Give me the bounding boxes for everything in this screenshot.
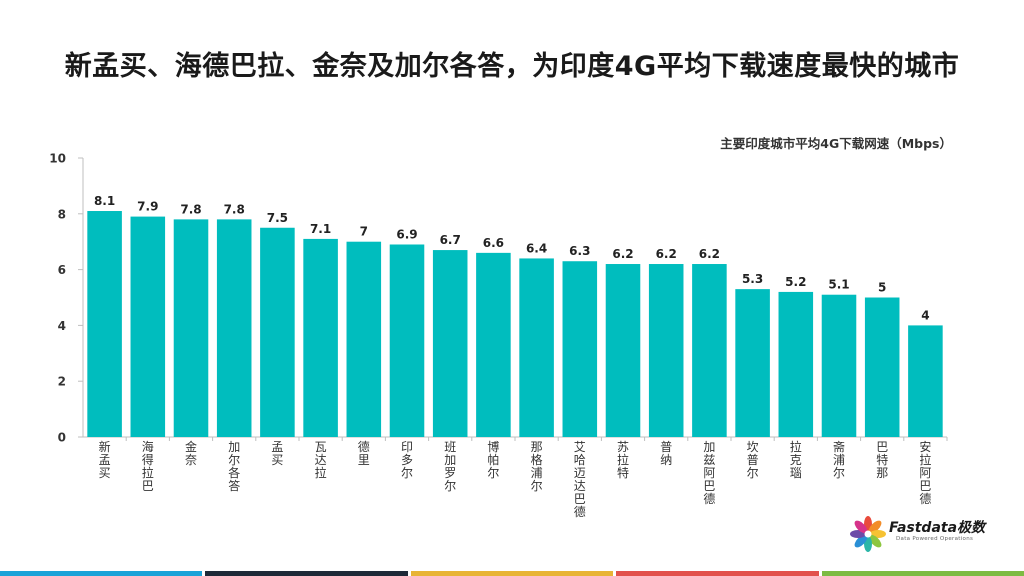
x-tick-label: 海得拉巴 [142,439,154,493]
bar [389,244,425,437]
logo-petal [854,534,868,548]
x-tick-label: 金奈 [185,439,197,467]
bar [173,219,209,437]
bar-value-label: 7.8 [224,202,245,216]
x-tick-label: 孟买 [271,440,283,467]
bar-value-label: 7.1 [310,222,331,236]
bar [821,294,857,437]
bar [303,238,338,437]
bar-value-label: 7 [360,225,368,239]
bar-value-label: 5 [878,281,886,295]
x-tick-label: 那格浦尔 [531,440,543,493]
x-tick-label: 印多尔 [401,440,413,480]
bar [605,264,641,437]
x-tick-label: 班加罗尔 [444,440,456,493]
bar-value-label: 7.5 [267,211,288,225]
y-tick-label: 8 [58,207,66,221]
bar [87,211,122,437]
logo-petal [854,520,868,534]
x-tick-label: 瓦达拉 [315,440,327,480]
page-title: 新孟买、海德巴拉、金奈及加尔各答，为印度4G平均下载速度最快的城市 [64,51,960,82]
x-tick-label: 艾哈迈达巴德 [574,440,586,519]
logo-petal [868,520,882,534]
fastdata-logo: Fastdata极数 Data Powered Operations [848,514,998,554]
bar-value-label: 7.9 [137,200,158,214]
bar [864,297,900,437]
bar [260,227,295,437]
x-tick-label: 拉克瑙 [790,439,802,480]
footer-color-segment [0,571,203,576]
bar-value-label: 6.9 [396,227,417,241]
footer-color-segment [205,571,408,576]
bar [130,216,166,437]
y-tick-label: 6 [58,263,66,277]
bar-value-label: 7.8 [180,202,201,216]
bar-value-label: 6.2 [699,247,720,261]
logo-name: Fastdata极数 [889,520,986,536]
bar-value-label: 6.2 [656,247,677,261]
x-tick-label: 巴特那 [876,440,888,480]
x-tick-label: 苏拉特 [617,440,629,480]
y-tick-label: 0 [58,431,66,445]
chart-unit-label: 主要印度城市平均4G下载网速（Mbps） [720,136,952,151]
x-tick-label: 普纳 [660,440,672,467]
x-tick-label: 加尔各答 [228,440,240,493]
footer-color-segment [616,571,819,576]
bar [648,264,684,437]
x-tick-label: 坎普尔 [747,440,759,480]
x-tick-label: 德里 [358,439,370,467]
bar-value-label: 8.1 [94,194,115,208]
logo-center [864,530,872,538]
bar [778,291,814,437]
x-tick-label: 新孟买 [99,439,111,480]
x-tick-label: 博帕尔 [487,439,499,480]
bar-value-label: 6.4 [526,241,547,255]
y-tick-label: 4 [58,319,66,333]
bar-value-label: 5.2 [785,275,806,289]
bar-value-label: 6.2 [612,247,633,261]
bar [735,289,770,437]
bar-value-label: 6.7 [440,233,461,247]
bar-value-label: 6.6 [483,236,504,250]
footer-color-segment [821,571,1024,576]
bar [519,258,554,437]
x-tick-label: 加兹阿巴德 [703,440,715,506]
bar [432,250,468,437]
logo-petal [868,534,882,548]
footer-color-bar [0,571,1024,576]
y-tick-label: 2 [58,375,66,389]
bar [476,252,511,437]
x-tick-label: 安拉阿巴德 [919,439,931,506]
bar-value-label: 5.1 [828,278,849,292]
footer-color-segment [410,571,614,576]
bar [908,325,943,437]
logo-tagline: Data Powered Operations [896,536,974,542]
bar-value-label: 6.3 [569,244,590,258]
bar [562,261,598,437]
bar [346,241,382,437]
bar [216,219,252,437]
flower-logo-icon [850,516,886,552]
x-tick-label: 斋浦尔 [833,439,845,480]
y-tick-label: 10 [49,152,66,166]
bar-value-label: 5.3 [742,272,763,286]
bar [692,264,727,437]
bar-value-label: 4 [921,308,929,322]
